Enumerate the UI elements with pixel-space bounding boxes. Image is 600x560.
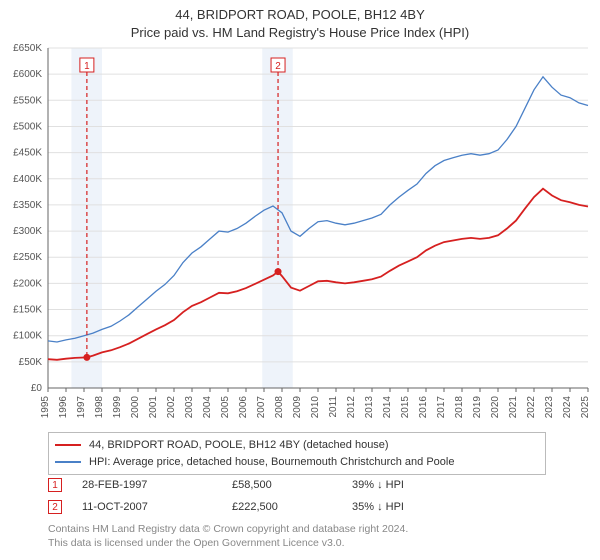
svg-text:2005: 2005 [220,396,231,419]
marker-date-1: 28-FEB-1997 [82,479,232,491]
svg-text:2019: 2019 [472,396,483,419]
svg-text:2012: 2012 [346,396,357,419]
svg-text:£500K: £500K [13,121,42,132]
legend-label-hpi: HPI: Average price, detached house, Bour… [89,454,454,471]
legend-swatch-hpi [55,461,81,463]
svg-text:1: 1 [84,61,90,72]
marker-diff-1: 39% ↓ HPI [352,479,472,491]
svg-text:£100K: £100K [13,331,42,342]
svg-text:2010: 2010 [310,396,321,419]
marker-diff-2: 35% ↓ HPI [352,501,472,513]
marker-row-1: 1 28-FEB-1997 £58,500 39% ↓ HPI [48,474,558,496]
svg-text:2014: 2014 [382,396,393,419]
marker-date-2: 11-OCT-2007 [82,501,232,513]
svg-text:2006: 2006 [238,396,249,419]
legend-label-property: 44, BRIDPORT ROAD, POOLE, BH12 4BY (deta… [89,437,389,454]
footnote-line-1: Contains HM Land Registry data © Crown c… [48,522,558,536]
svg-text:2016: 2016 [418,396,429,419]
title-block: 44, BRIDPORT ROAD, POOLE, BH12 4BY Price… [0,0,600,41]
svg-text:2000: 2000 [130,396,141,419]
svg-text:2013: 2013 [364,396,375,419]
svg-text:£300K: £300K [13,226,42,237]
svg-text:£650K: £650K [13,43,42,54]
svg-text:2018: 2018 [454,396,465,419]
svg-text:£0: £0 [31,383,43,394]
svg-text:2: 2 [275,61,281,72]
legend-box: 44, BRIDPORT ROAD, POOLE, BH12 4BY (deta… [48,432,546,475]
legend-row-hpi: HPI: Average price, detached house, Bour… [55,454,539,471]
svg-text:2003: 2003 [184,396,195,419]
svg-text:2008: 2008 [274,396,285,419]
svg-text:£400K: £400K [13,174,42,185]
title-subtitle: Price paid vs. HM Land Registry's House … [0,24,600,42]
markers-table: 1 28-FEB-1997 £58,500 39% ↓ HPI 2 11-OCT… [48,474,558,518]
footnote-line-2: This data is licensed under the Open Gov… [48,536,558,550]
marker-badge-2: 2 [48,500,62,514]
svg-text:2015: 2015 [400,396,411,419]
svg-text:2021: 2021 [508,396,519,419]
chart-container: 44, BRIDPORT ROAD, POOLE, BH12 4BY Price… [0,0,600,560]
svg-text:£250K: £250K [13,252,42,263]
chart-area: £0£50K£100K£150K£200K£250K£300K£350K£400… [48,48,588,420]
legend-swatch-property [55,444,81,446]
svg-text:1997: 1997 [76,396,87,419]
svg-text:2017: 2017 [436,396,447,419]
svg-text:1999: 1999 [112,396,123,419]
chart-svg: £0£50K£100K£150K£200K£250K£300K£350K£400… [48,48,588,420]
svg-text:2009: 2009 [292,396,303,419]
svg-text:£150K: £150K [13,305,42,316]
svg-text:1998: 1998 [94,396,105,419]
svg-text:£200K: £200K [13,278,42,289]
svg-text:2002: 2002 [166,396,177,419]
svg-text:2011: 2011 [328,396,339,418]
svg-text:2024: 2024 [562,396,573,419]
legend-row-property: 44, BRIDPORT ROAD, POOLE, BH12 4BY (deta… [55,437,539,454]
svg-text:£50K: £50K [19,357,43,368]
marker-badge-1: 1 [48,478,62,492]
marker-price-1: £58,500 [232,479,352,491]
svg-text:1996: 1996 [58,396,69,419]
svg-text:£450K: £450K [13,148,42,159]
marker-price-2: £222,500 [232,501,352,513]
footnote: Contains HM Land Registry data © Crown c… [48,522,558,550]
svg-text:2020: 2020 [490,396,501,419]
svg-text:£350K: £350K [13,200,42,211]
svg-text:2022: 2022 [526,396,537,419]
svg-text:2004: 2004 [202,396,213,419]
svg-text:£550K: £550K [13,95,42,106]
svg-text:2025: 2025 [580,396,591,419]
svg-text:£600K: £600K [13,69,42,80]
svg-text:2007: 2007 [256,396,267,419]
marker-row-2: 2 11-OCT-2007 £222,500 35% ↓ HPI [48,496,558,518]
title-address: 44, BRIDPORT ROAD, POOLE, BH12 4BY [0,6,600,24]
svg-text:1995: 1995 [40,396,51,419]
svg-text:2023: 2023 [544,396,555,419]
svg-text:2001: 2001 [148,396,159,419]
